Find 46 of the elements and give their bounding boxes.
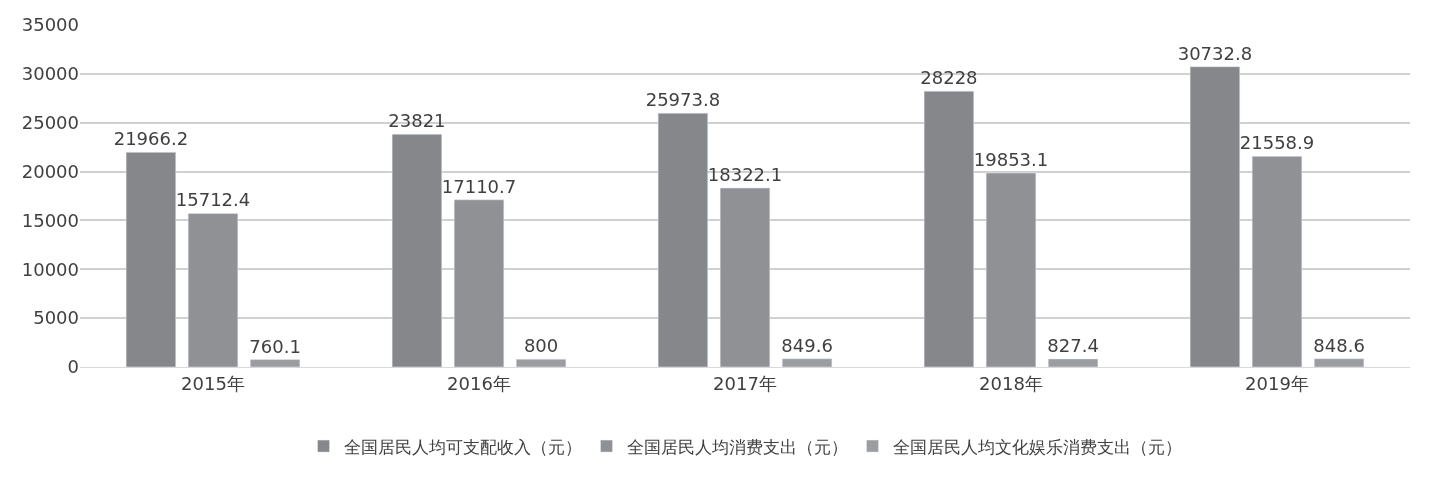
y-tick-label: 30000 <box>21 63 79 85</box>
bar <box>1313 358 1365 367</box>
bar <box>125 152 177 367</box>
bar <box>923 90 975 367</box>
data-label: 18322.1 <box>707 163 783 185</box>
data-label: 30732.8 <box>1177 42 1253 64</box>
x-tick-label: 2017年 <box>713 372 777 394</box>
y-tick-label: 15000 <box>21 209 79 231</box>
data-label: 17110.7 <box>441 175 517 197</box>
bar <box>249 359 301 367</box>
data-label: 827.4 <box>1047 334 1099 356</box>
data-label: 25973.8 <box>645 89 721 111</box>
y-tick-label: 20000 <box>21 160 79 182</box>
x-tick-label: 2015年 <box>181 372 245 394</box>
bar <box>391 133 443 367</box>
bar <box>1047 358 1099 367</box>
data-label: 849.6 <box>781 334 833 356</box>
data-label: 848.6 <box>1313 334 1365 356</box>
data-label: 23821 <box>388 110 446 132</box>
legend-label: 全国居民人均消费支出（元） <box>626 436 848 457</box>
y-tick-label: 5000 <box>33 307 79 329</box>
data-label: 21558.9 <box>1239 132 1315 154</box>
bar <box>1251 156 1303 367</box>
y-tick-label: 0 <box>67 356 79 378</box>
x-tick-label: 2018年 <box>979 372 1043 394</box>
legend-label: 全国居民人均可支配收入（元） <box>343 436 582 457</box>
data-label: 28228 <box>920 67 978 89</box>
bar <box>719 187 771 367</box>
x-tick-label: 2019年 <box>1245 372 1309 394</box>
x-tick-label: 2016年 <box>447 372 511 394</box>
data-label: 19853.1 <box>973 149 1049 171</box>
bar <box>781 358 833 367</box>
bar <box>515 358 567 367</box>
y-tick-label: 25000 <box>21 112 79 134</box>
data-label: 760.1 <box>249 335 301 357</box>
bar <box>657 112 709 367</box>
data-label: 21966.2 <box>113 128 189 150</box>
bar <box>985 172 1037 367</box>
data-label: 800 <box>523 335 559 357</box>
bar <box>187 213 239 367</box>
y-tick-label: 10000 <box>21 258 79 280</box>
bar <box>1189 66 1241 367</box>
y-tick-label: 35000 <box>21 14 79 36</box>
bar <box>453 199 505 367</box>
legend-label: 全国居民人均文化娱乐消费支出（元） <box>892 436 1182 457</box>
data-label: 15712.4 <box>175 189 251 211</box>
